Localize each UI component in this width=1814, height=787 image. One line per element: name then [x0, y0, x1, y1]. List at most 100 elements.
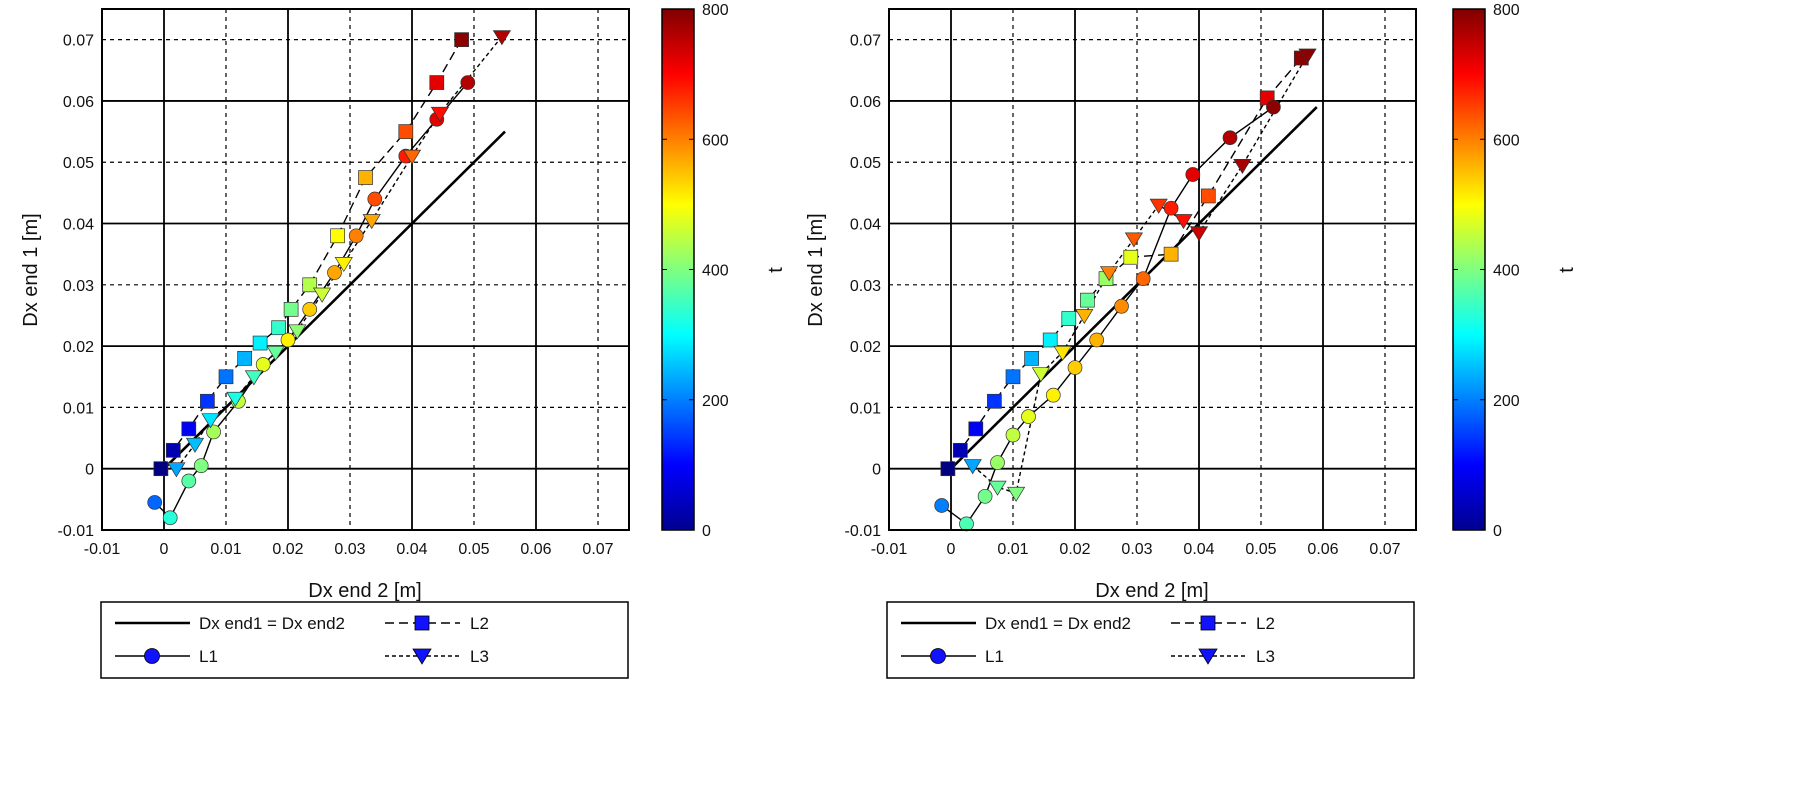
legend-1: Dx end1 = Dx end2 L2 L1 L3 [100, 601, 629, 679]
data-point-l2 [252, 335, 268, 351]
y-tick-label: 0.03 [63, 278, 94, 295]
legend-label-l1-2: L1 [985, 647, 1004, 666]
colorbar-2: 0 200 400 600 800 t [1452, 2, 1578, 540]
data-point-l2 [1080, 292, 1095, 308]
colorbar-gradient-1 [661, 8, 695, 531]
data-point-l3 [1233, 158, 1252, 174]
data-point-l2 [271, 320, 287, 336]
y-tick-label: 0.05 [63, 155, 94, 172]
y-tick-label: 0.03 [850, 278, 881, 295]
plot-frame-2 [888, 8, 1417, 531]
data-point-l2 [398, 124, 414, 139]
x-tick-label: 0.01 [210, 541, 241, 558]
data-point-l1 [1005, 427, 1021, 443]
data-point-l1 [348, 228, 364, 244]
data-point-l2 [330, 228, 345, 244]
data-point-l1 [1114, 298, 1129, 314]
data-point-l3 [1189, 226, 1209, 242]
data-point-l2 [283, 301, 299, 317]
grid-2 [889, 9, 1416, 530]
y-axis-label-1: Dx end 1 [m] [20, 213, 42, 326]
x-tick-label: 0.02 [1059, 541, 1090, 558]
y-tick-label: 0 [872, 462, 881, 479]
data-point-l3 [430, 106, 450, 122]
data-point-l1 [977, 488, 993, 504]
colorbar-tick-label: 800 [702, 2, 729, 19]
data-point-l2 [429, 75, 445, 90]
data-point-l1 [302, 301, 318, 317]
colorbar-tick-label: 400 [1493, 263, 1520, 280]
reference-line-1 [163, 130, 506, 470]
x-axis-label-1: Dx end 2 [m] [308, 580, 421, 602]
x-tick-label: 0.03 [334, 541, 365, 558]
data-point-l2 [987, 393, 1002, 409]
data-point-l2 [1042, 332, 1058, 348]
data-point-l2 [165, 442, 181, 458]
x-axis-label-2: Dx end 2 [m] [1095, 580, 1208, 602]
colorbar-tick-label: 600 [702, 132, 729, 149]
data-point-l3 [1298, 48, 1317, 64]
data-point-l1 [193, 458, 209, 473]
legend-box-2 [886, 601, 1415, 679]
data-point-l1 [1089, 332, 1105, 348]
data-point-l3 [1124, 232, 1144, 248]
colorbar-1: 0 200 400 600 800 t [661, 2, 787, 540]
chart-panel-2: -0.01 0 0.01 0.02 0.03 0.04 0.05 0.06 0.07 -0.01… [805, 2, 1578, 679]
data-point-l2 [181, 421, 197, 437]
colorbar-tick-label: 200 [702, 393, 729, 410]
data-point-l3 [201, 413, 220, 429]
x-tick-label: 0 [160, 541, 169, 558]
data-point-l1 [147, 495, 163, 510]
y-tick-label: 0 [85, 462, 94, 479]
data-point-l1 [206, 424, 221, 440]
data-point-l3 [492, 30, 512, 46]
legend-label-ref-2: Dx end1 = Dx end2 [985, 614, 1131, 633]
y-tick-label: 0.02 [850, 339, 881, 356]
data-point-l3 [334, 257, 353, 273]
y-tick-label: 0.02 [63, 339, 94, 356]
data-point-l3 [362, 214, 381, 230]
y-tick-label: 0.06 [63, 94, 94, 111]
x-tick-label: 0.06 [1307, 541, 1338, 558]
data-point-l2 [153, 461, 169, 477]
legend-label-l2-2: L2 [1256, 614, 1275, 633]
data-point-l2 [1061, 311, 1077, 326]
y-tick-label: 0.07 [850, 33, 881, 50]
data-point-l2 [940, 461, 956, 477]
y-tick-label: 0.04 [63, 217, 94, 234]
data-point-l3 [988, 480, 1007, 496]
series-line-l2 [947, 57, 1302, 470]
data-point-l1 [1067, 360, 1083, 375]
data-point-l1 [959, 516, 974, 532]
legend-marker-l3-1 [412, 648, 432, 665]
x-tick-label: 0.05 [458, 541, 489, 558]
colorbar-ticks-1: 0 200 400 600 800 [662, 2, 729, 540]
x-tick-label: 0.07 [582, 541, 613, 558]
data-point-l1 [367, 191, 383, 207]
series-markers-1 [147, 30, 512, 526]
data-point-l3 [185, 437, 205, 453]
colorbar-tick-label: 600 [1493, 132, 1520, 149]
colorbar-tick-label: 400 [702, 263, 729, 280]
y-tick-label: 0.06 [850, 94, 881, 111]
data-point-l3 [963, 459, 982, 475]
legend-marker-l2-2 [1200, 615, 1216, 631]
data-point-l3 [1053, 345, 1072, 361]
legend-2: Dx end1 = Dx end2 L2 L1 L3 [886, 601, 1415, 679]
legend-marker-l1-2 [930, 648, 946, 664]
y-axis-ticks-2: -0.01 0 0.01 0.02 0.03 0.04 0.05 0.06 0.07 [845, 33, 882, 540]
data-point-l1 [1163, 200, 1179, 216]
data-point-l3 [266, 345, 285, 361]
reference-line-2 [950, 106, 1318, 470]
y-tick-label: 0.01 [850, 400, 881, 417]
data-point-l1 [990, 455, 1005, 470]
series-markers-2 [934, 48, 1317, 532]
plot-area-1 [101, 8, 630, 531]
data-point-l3 [1006, 486, 1026, 502]
data-point-l2 [218, 369, 234, 385]
legend-marker-l3-2 [1198, 648, 1218, 665]
x-tick-label: -0.01 [871, 541, 908, 558]
data-point-l2 [454, 32, 469, 47]
data-point-l1 [327, 265, 342, 280]
